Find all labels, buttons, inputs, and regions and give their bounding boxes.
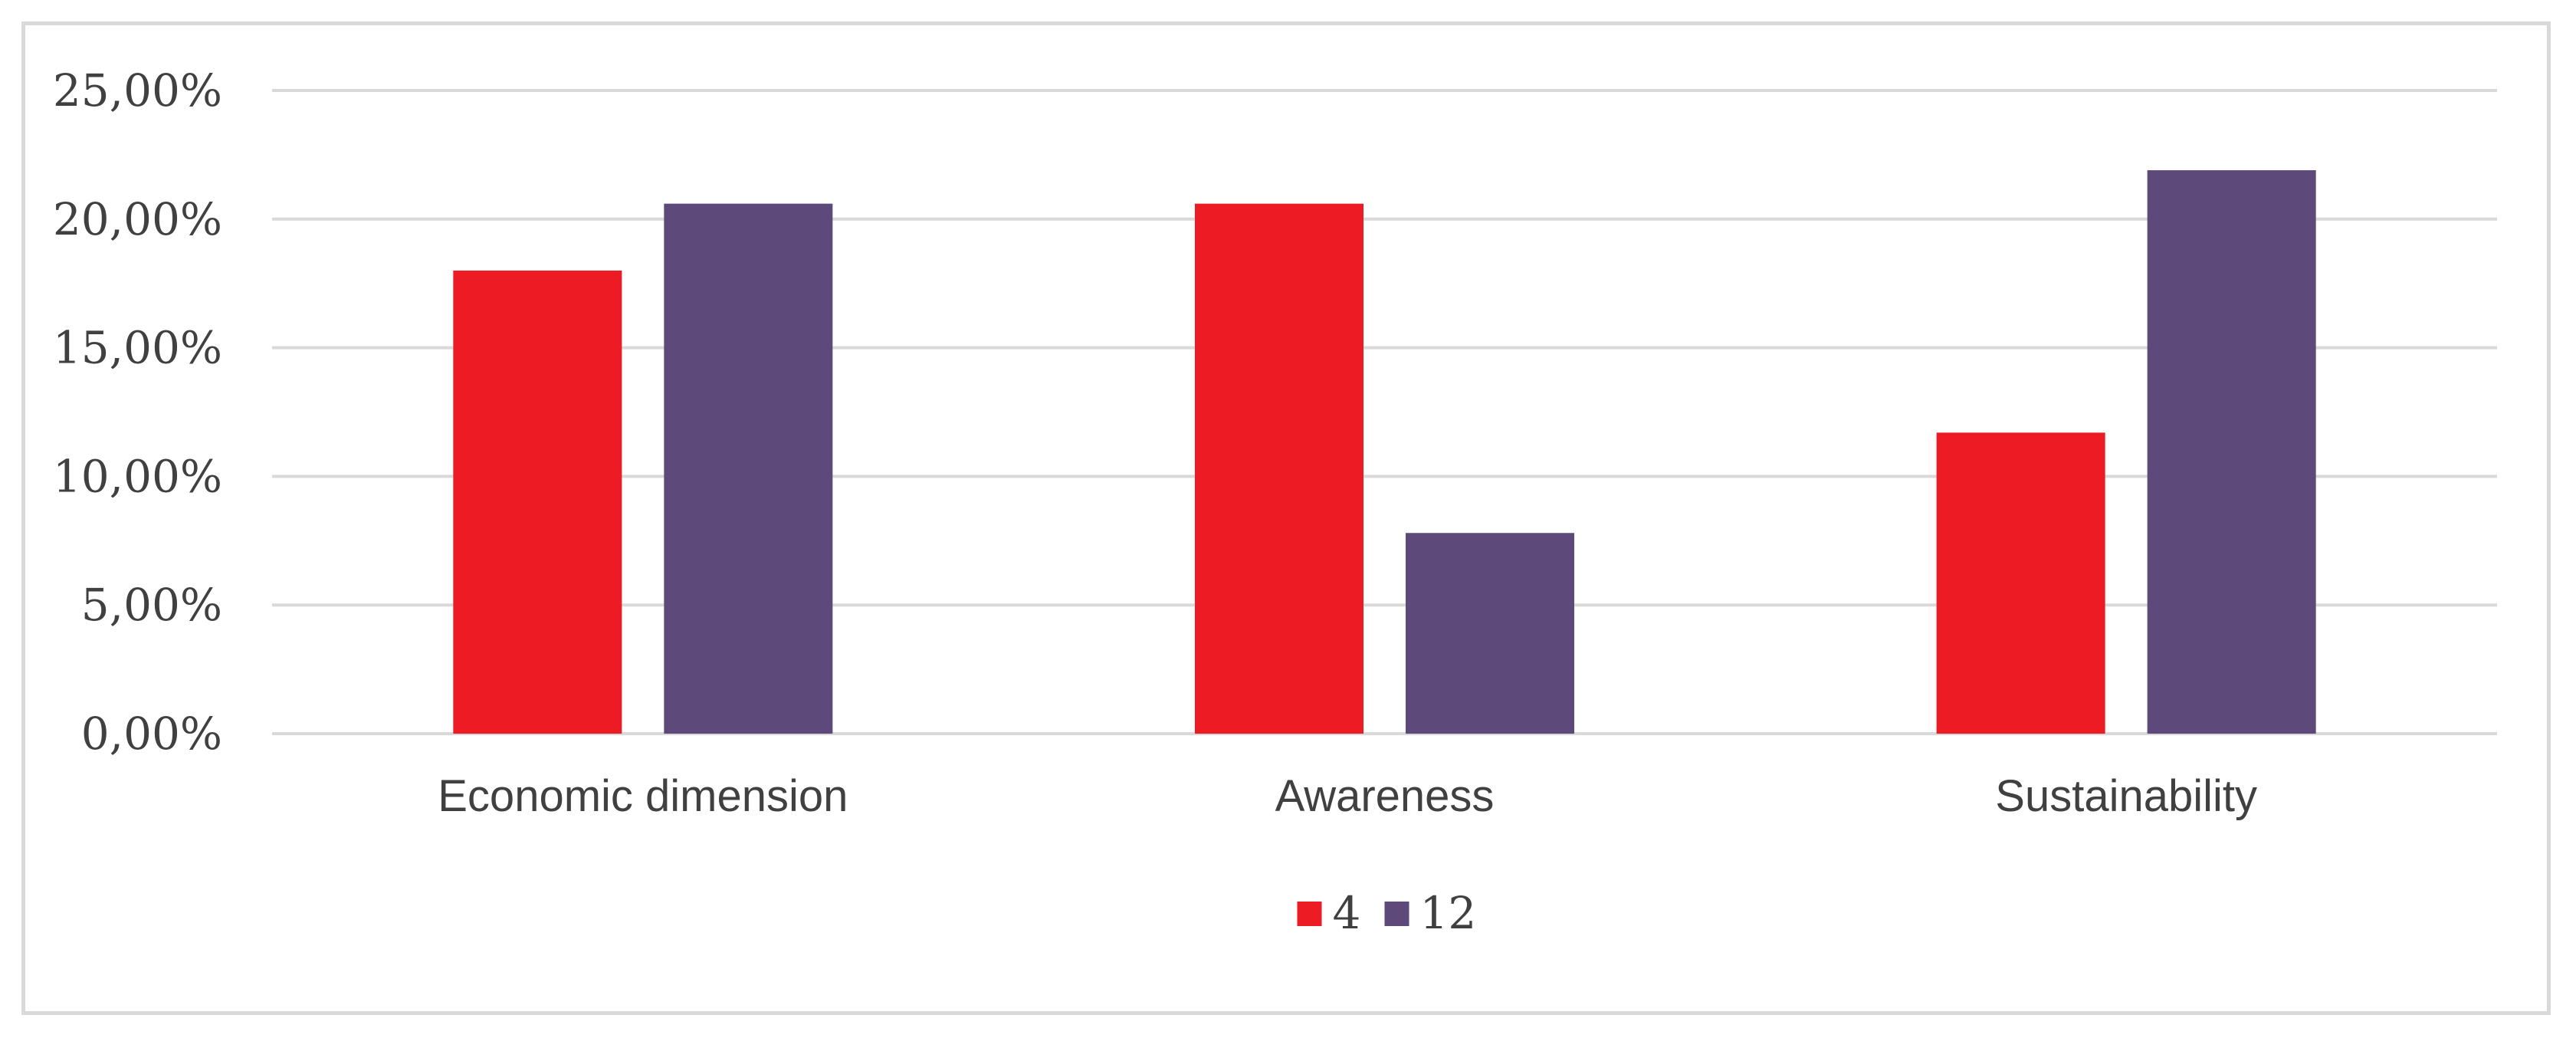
bars [453, 170, 2316, 734]
legend-swatch [1384, 902, 1409, 926]
y-tick-label: 15,00% [53, 322, 222, 374]
bar [1406, 533, 1574, 734]
x-axis-tick-labels: Economic dimension Awareness Sustainabilit… [438, 771, 2257, 821]
y-tick-label: 25,00% [53, 64, 222, 117]
y-axis-tick-labels: 0,00% 5,00% 10,00% 15,00% 20,00% 25,00% [53, 64, 222, 760]
y-tick-label: 5,00% [81, 579, 222, 631]
legend-label: 4 [1333, 887, 1361, 939]
x-tick-label: Awareness [1275, 771, 1495, 821]
bar [1936, 432, 2105, 734]
bar [1195, 203, 1363, 734]
y-tick-label: 20,00% [53, 193, 222, 245]
legend: 4 12 [1297, 887, 1477, 939]
bar [664, 203, 833, 734]
x-tick-label: Sustainability [1995, 771, 2257, 821]
y-tick-label: 10,00% [53, 450, 222, 502]
legend-swatch [1297, 902, 1322, 926]
bar [2147, 170, 2316, 734]
x-tick-label: Economic dimension [438, 771, 848, 821]
legend-label: 12 [1420, 887, 1477, 939]
bar [453, 270, 622, 734]
y-tick-label: 0,00% [81, 708, 222, 760]
gridlines [272, 89, 2497, 735]
